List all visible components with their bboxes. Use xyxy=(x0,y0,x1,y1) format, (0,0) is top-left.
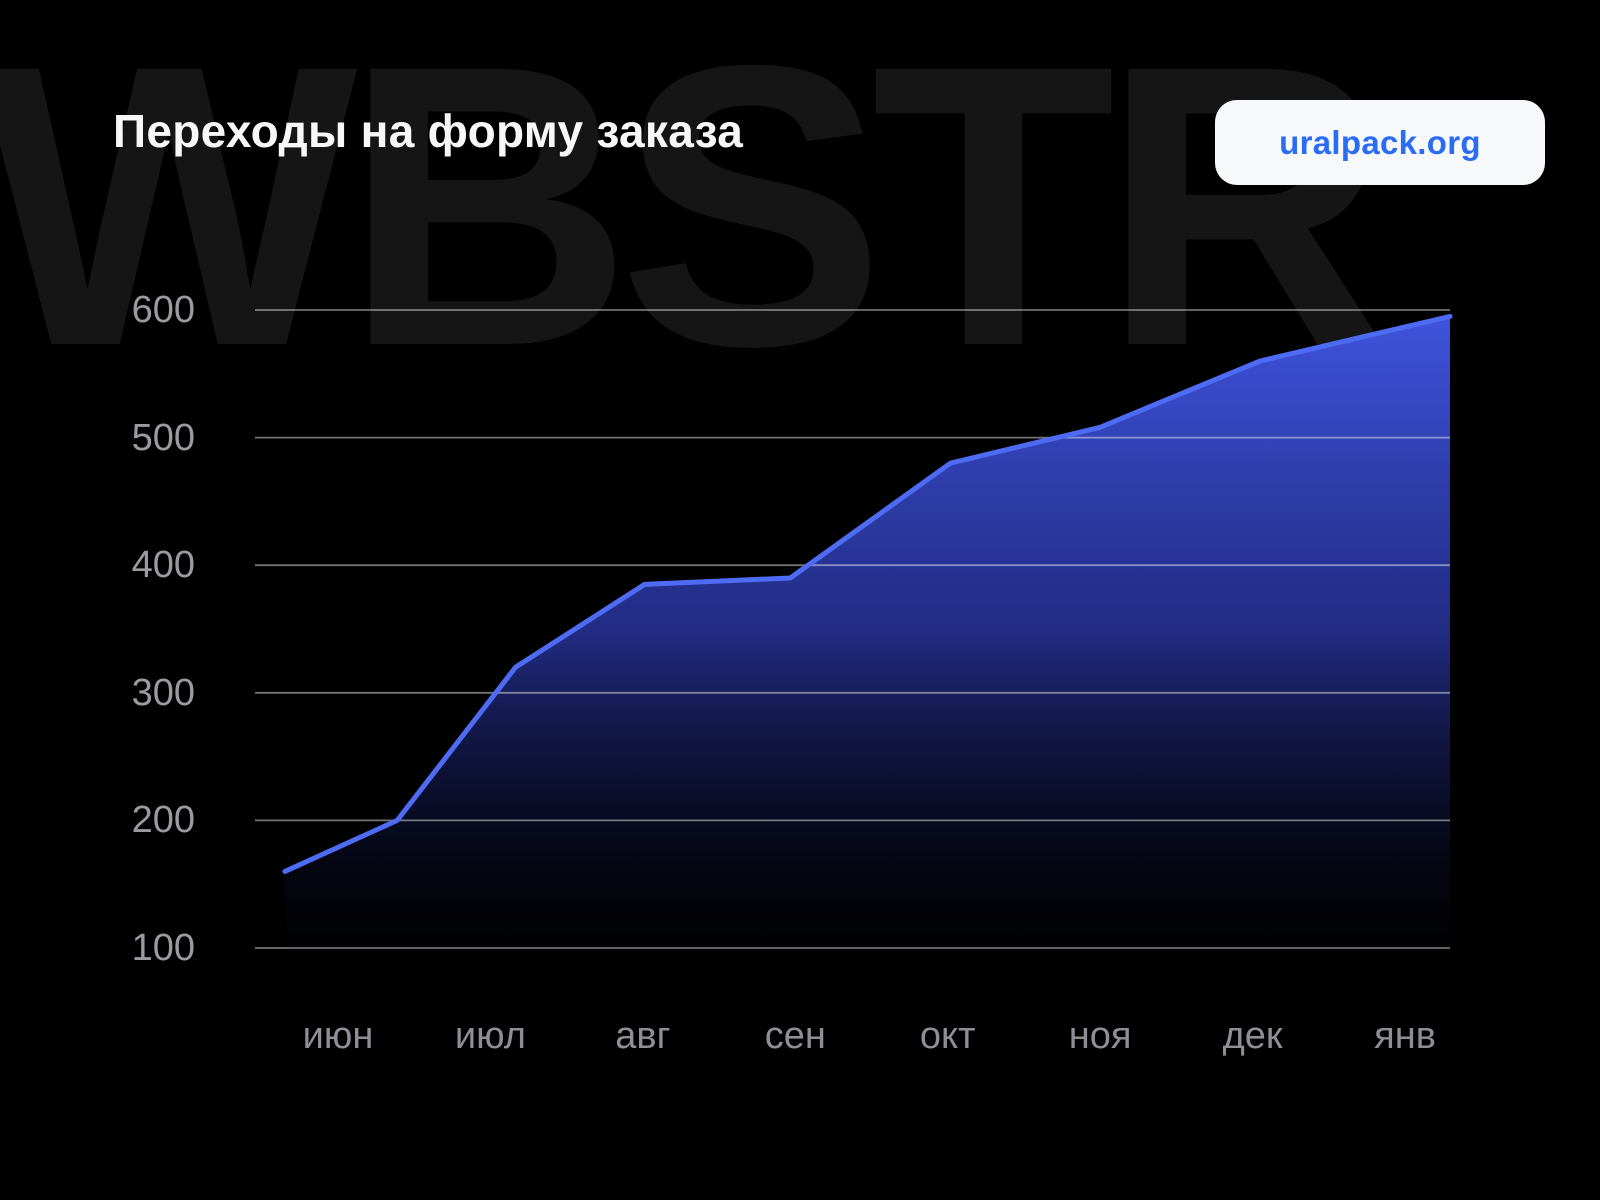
area-fill xyxy=(284,316,1450,948)
y-axis-label-400: 400 xyxy=(131,544,195,587)
x-axis-label-2: июл xyxy=(454,1015,526,1057)
x-axis-label-3: авг xyxy=(615,1015,671,1057)
x-axis-label-6: ноя xyxy=(1068,1015,1132,1057)
y-axis-label-100: 100 xyxy=(131,927,195,969)
site-badge-label: uralpack.org xyxy=(1279,123,1481,161)
y-axis-label-500: 500 xyxy=(131,416,195,459)
page-title: Переходы на форму заказа xyxy=(113,105,744,157)
y-axis-label-200: 200 xyxy=(131,799,195,842)
y-axis-label-300: 300 xyxy=(131,671,195,714)
x-axis-label-4: сен xyxy=(764,1015,826,1057)
series-line xyxy=(282,313,1453,874)
x-axis-label-1: июн xyxy=(302,1015,374,1057)
x-axis-label-7: дек xyxy=(1222,1015,1283,1057)
x-axis-label-8: янв xyxy=(1374,1015,1436,1057)
y-axis-label-600: 600 xyxy=(131,289,195,331)
x-axis-label-5: окт xyxy=(919,1015,976,1057)
chart-canvas xyxy=(255,309,1453,949)
site-badge: uralpack.org xyxy=(1215,100,1545,185)
